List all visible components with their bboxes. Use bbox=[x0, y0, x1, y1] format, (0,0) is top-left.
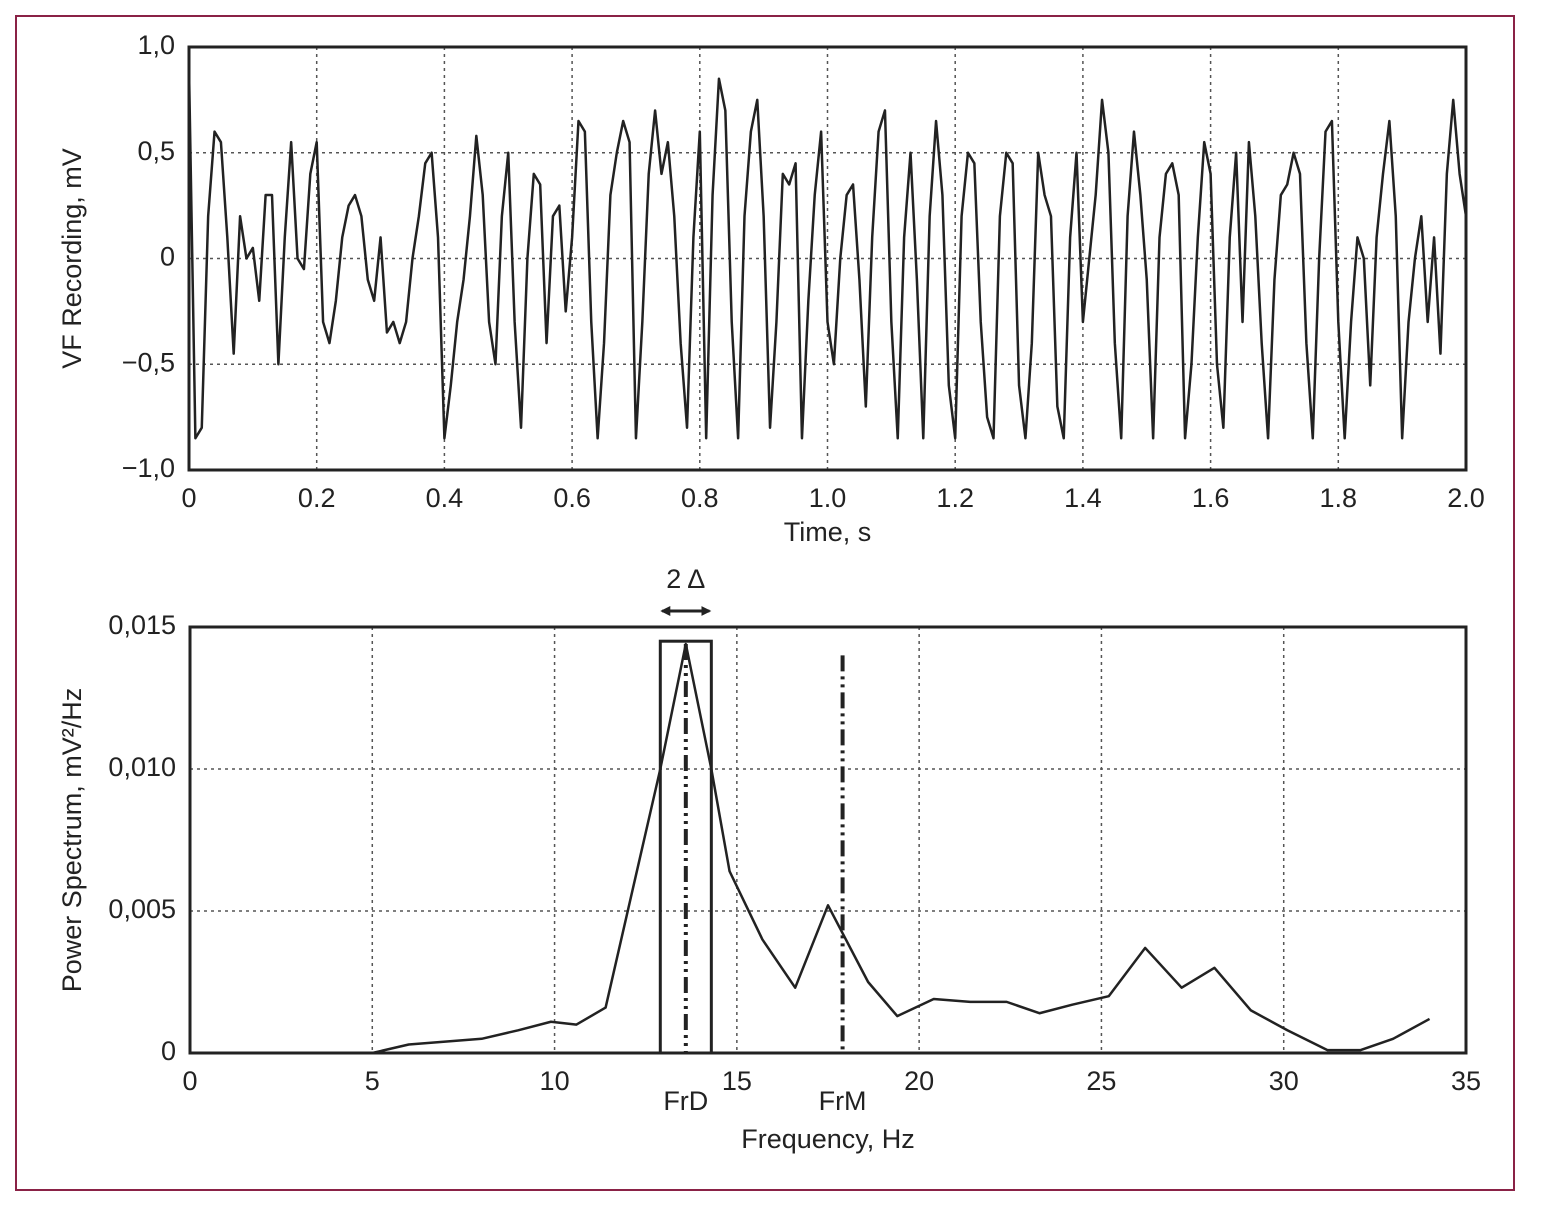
x-tick-label: 5 bbox=[365, 1066, 380, 1096]
x-tick-label: 1.4 bbox=[1064, 483, 1102, 513]
plot-frame bbox=[188, 625, 1468, 1055]
marker-label: FrM bbox=[819, 1086, 867, 1116]
y-tick-label: 1,0 bbox=[137, 30, 175, 60]
x-tick-label: 20 bbox=[904, 1066, 934, 1096]
y-axis-label: Power Spectrum, mV²/Hz bbox=[57, 688, 87, 993]
signal-line bbox=[190, 642, 1431, 1055]
x-tick-label: 1.2 bbox=[936, 483, 974, 513]
y-tick-label: −0,5 bbox=[122, 347, 175, 377]
marker-label: FrD bbox=[663, 1086, 708, 1116]
x-tick-label: 15 bbox=[722, 1066, 752, 1096]
y-tick-label: −1,0 bbox=[122, 453, 175, 483]
window-label: 2 Δ bbox=[666, 564, 705, 594]
x-tick-label: 0.8 bbox=[681, 483, 719, 513]
x-tick-label: 25 bbox=[1086, 1066, 1116, 1096]
y-tick-label: 0 bbox=[161, 1036, 176, 1066]
x-axis-label: Time, s bbox=[784, 517, 872, 547]
x-tick-label: 0.2 bbox=[298, 483, 336, 513]
x-tick-label: 2.0 bbox=[1447, 483, 1485, 513]
y-tick-label: 0,005 bbox=[108, 894, 176, 924]
x-tick-label: 30 bbox=[1269, 1066, 1299, 1096]
x-tick-label: 0 bbox=[181, 483, 196, 513]
x-tick-label: 1.8 bbox=[1320, 483, 1358, 513]
x-tick-label: 0.6 bbox=[553, 483, 591, 513]
y-axis-label: VF Recording, mV bbox=[57, 148, 87, 369]
plot-frame bbox=[187, 45, 1468, 472]
x-tick-label: 35 bbox=[1451, 1066, 1481, 1096]
x-tick-label: 10 bbox=[540, 1066, 570, 1096]
y-tick-label: 0 bbox=[160, 242, 175, 272]
y-tick-label: 0,010 bbox=[108, 752, 176, 782]
x-tick-label: 0 bbox=[182, 1066, 197, 1096]
x-axis-label: Frequency, Hz bbox=[741, 1124, 915, 1154]
y-tick-label: 0,5 bbox=[137, 136, 175, 166]
x-tick-label: 0.4 bbox=[426, 483, 464, 513]
y-tick-label: 0,015 bbox=[108, 610, 176, 640]
x-tick-label: 1.6 bbox=[1192, 483, 1230, 513]
frame bbox=[15, 15, 1515, 1191]
signal-line bbox=[187, 68, 1468, 440]
x-tick-label: 1.0 bbox=[809, 483, 847, 513]
